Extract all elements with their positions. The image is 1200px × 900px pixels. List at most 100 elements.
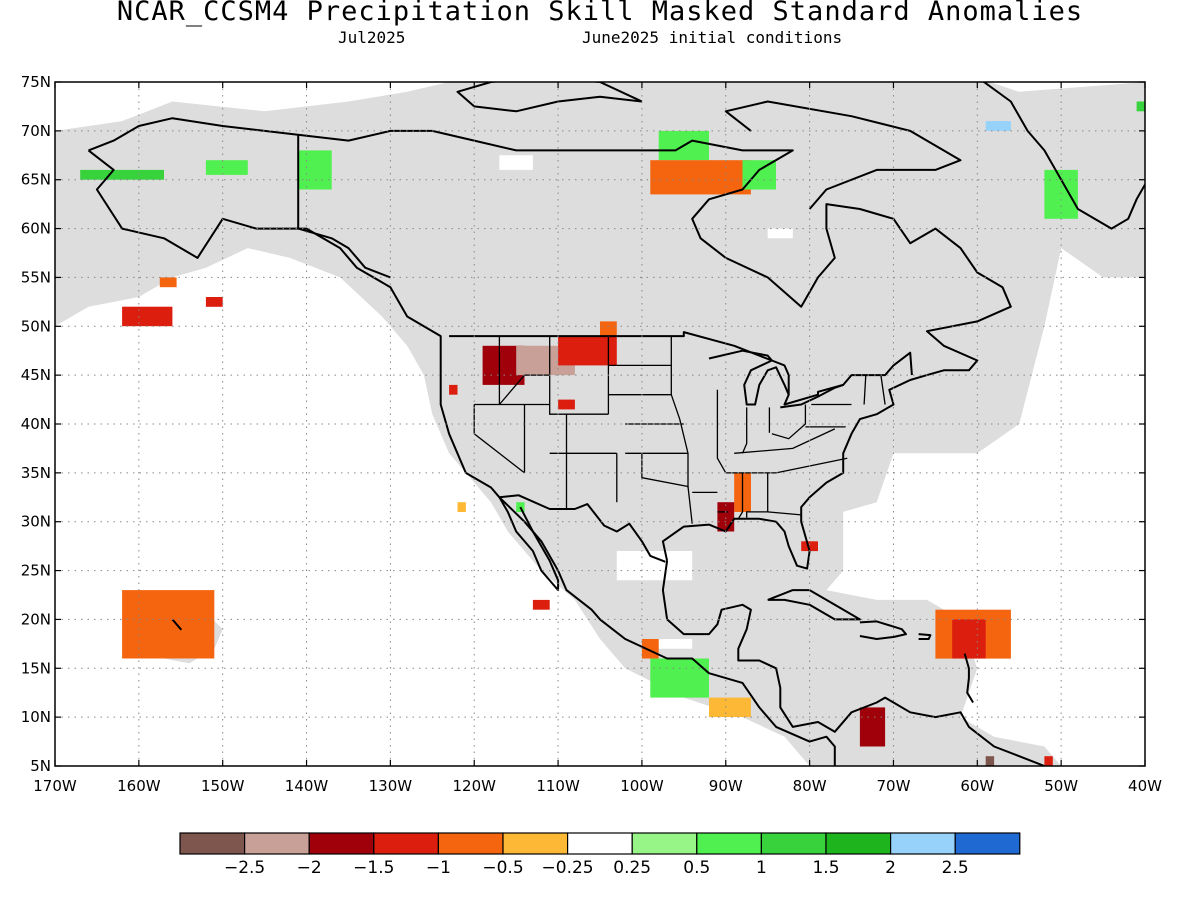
- anomaly-oregon-red: [449, 384, 458, 395]
- anomaly-pacific-red: [532, 599, 550, 610]
- greenland: [982, 82, 1145, 230]
- forecast-month: Jul2025: [338, 28, 406, 47]
- hawaii-big-island: [171, 618, 182, 631]
- mexico-gulf-coast: [661, 560, 1045, 766]
- state-border-28: [880, 375, 886, 405]
- anomaly-aleutian-red-2: [205, 297, 223, 307]
- colorbar-label: −2: [297, 858, 322, 878]
- anomaly-bering-orange: [159, 277, 177, 288]
- lat-tick-label: 15N: [21, 659, 51, 677]
- colorbar-swatch: [373, 832, 439, 855]
- axes: 5N 10N 15N 20N 25N 30N 35N 40N 45N 50N 55N 60N 65N 70…: [21, 73, 1162, 795]
- lon-tick-label: 60W: [960, 777, 994, 795]
- lon-tick-label: 80W: [793, 777, 827, 795]
- anomaly-montana-orange: [600, 321, 617, 337]
- lat-tick-label: 5N: [30, 757, 51, 775]
- colorbar-label: 1: [756, 858, 767, 878]
- anomaly-layer: [80, 101, 1145, 766]
- lon-tick-label: 170W: [33, 777, 77, 795]
- lat-tick-label: 55N: [21, 268, 51, 286]
- anomaly-venezuela-red: [859, 707, 886, 747]
- lon-tick-label: 110W: [536, 777, 580, 795]
- anomaly-central-america-orange: [709, 697, 751, 718]
- colorbar-label: −0.25: [542, 858, 594, 878]
- anomaly-baja-orange: [457, 502, 466, 512]
- lon-tick-label: 160W: [117, 777, 161, 795]
- colorbar-swatch: [696, 832, 762, 855]
- anomaly-guiana-brown: [985, 756, 995, 766]
- anomaly-arctic-canada-lightgreen: [742, 160, 776, 190]
- lat-tick-label: 45N: [21, 366, 51, 384]
- colorbar-label: 1.5: [812, 858, 839, 878]
- lat-tick-label: 70N: [21, 122, 51, 140]
- lat-tick-label: 20N: [21, 610, 51, 628]
- state-border-24: [734, 428, 836, 454]
- colorbar-swatch: [954, 832, 1021, 855]
- anomaly-wyoming-red: [558, 399, 575, 410]
- anomaly-florida-red: [801, 541, 818, 552]
- hispaniola: [859, 620, 907, 640]
- lon-tick-label: 140W: [285, 777, 329, 795]
- anomaly-guiana-red: [1044, 756, 1053, 766]
- skill-mask-layer: [55, 82, 1145, 766]
- lake-erie-ontario: [780, 383, 844, 409]
- skill-mask-region-0: [55, 82, 1145, 766]
- state-border-15: [641, 453, 689, 488]
- baja-peninsula: [498, 496, 560, 592]
- canada-us-border: [449, 331, 913, 406]
- lon-tick-label: 120W: [452, 777, 496, 795]
- figure-title: NCAR_CCSM4 Precipitation Skill Masked St…: [116, 0, 1084, 27]
- colorbar-swatch: [631, 832, 698, 855]
- state-border-17: [725, 457, 848, 474]
- unmasked-gap-1: [767, 228, 793, 239]
- state-border-21: [771, 404, 807, 440]
- anomaly-caribbean-red: [952, 619, 986, 659]
- unmasked-gap-2: [616, 551, 693, 581]
- lat-tick-label: 60N: [21, 220, 51, 238]
- colorbar-swatch: [760, 832, 827, 855]
- anomaly-hawaii-orange: [122, 590, 215, 659]
- anomaly-greenland-east-green: [1136, 101, 1145, 112]
- siberia-coast: [55, 168, 56, 170]
- cuba: [767, 589, 861, 621]
- lon-tick-label: 40W: [1128, 777, 1162, 795]
- colorbar-swatch: [502, 832, 569, 855]
- alaska-canada-border: [297, 134, 391, 279]
- state-border-27: [863, 375, 867, 405]
- anomaly-alaska-northeast-green: [298, 150, 332, 190]
- colorbar-label: −1.5: [353, 858, 394, 878]
- hudson-bay-islands: [724, 100, 962, 210]
- lon-tick-label: 70W: [877, 777, 911, 795]
- arctic-islands: [456, 82, 643, 113]
- colorbar-swatch: [889, 832, 956, 855]
- colorbar-label: 2: [885, 858, 896, 878]
- lon-tick-label: 90W: [709, 777, 743, 795]
- anomaly-arctic-canada-orange: [650, 160, 751, 195]
- colorbar-label: −2.5: [224, 858, 265, 878]
- initial-conditions: June2025 initial conditions: [582, 28, 843, 47]
- anomaly-siberia-west-green: [80, 169, 164, 180]
- lon-tick-label: 130W: [369, 777, 413, 795]
- colorbar-swatch: [437, 832, 504, 855]
- state-border-22: [741, 407, 748, 454]
- colorbar-swatch: [179, 832, 246, 855]
- us-mexico-border: [499, 494, 666, 563]
- anomaly-alaska-north-green: [205, 160, 248, 175]
- lat-tick-label: 25N: [21, 562, 51, 580]
- state-border-19: [746, 472, 769, 518]
- unmasked-gap-0: [499, 155, 533, 170]
- colorbar-swatch: [825, 832, 892, 855]
- colorbar-swatch: [566, 832, 633, 855]
- lon-tick-label: 50W: [1044, 777, 1078, 795]
- state-border-20: [767, 511, 802, 516]
- gulf-coast: [88, 117, 1012, 570]
- state-border-16: [716, 389, 727, 474]
- lon-tick-label: 150W: [201, 777, 245, 795]
- colorbar-label: 2.5: [942, 858, 969, 878]
- unmasked-gap-3: [658, 639, 693, 649]
- lat-tick-label: 50N: [21, 317, 51, 335]
- colorbar-label: 0.25: [613, 858, 651, 878]
- anomaly-montana-red: [558, 336, 617, 366]
